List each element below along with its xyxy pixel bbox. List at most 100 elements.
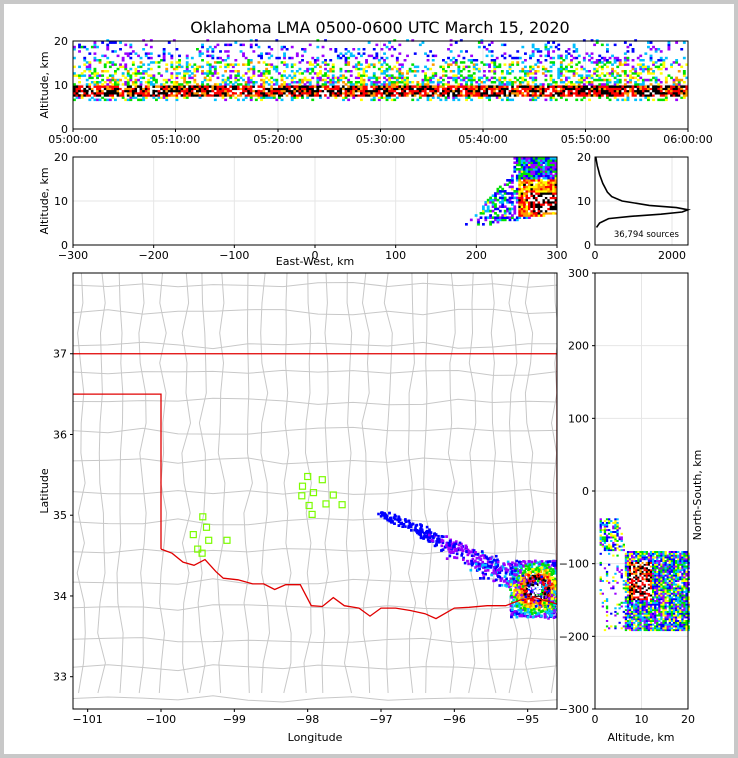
density-cell bbox=[524, 94, 527, 97]
density-cell bbox=[224, 78, 228, 82]
density-cell bbox=[555, 580, 557, 583]
density-cell bbox=[111, 96, 115, 99]
density-cell bbox=[542, 161, 546, 164]
density-cell bbox=[260, 87, 263, 91]
density-cell bbox=[593, 72, 597, 75]
density-cell bbox=[429, 85, 433, 88]
density-cell bbox=[523, 612, 527, 615]
density-cell bbox=[447, 548, 450, 551]
density-cell bbox=[121, 94, 125, 97]
density-cell bbox=[139, 89, 143, 93]
density-cell bbox=[562, 89, 566, 93]
density-cell bbox=[585, 70, 589, 73]
density-cell bbox=[477, 41, 481, 44]
density-cell bbox=[518, 194, 522, 197]
density-cell bbox=[641, 63, 645, 66]
density-cell bbox=[131, 50, 135, 53]
density-cell bbox=[598, 65, 602, 69]
density-cell bbox=[544, 85, 548, 88]
density-cell bbox=[119, 63, 122, 66]
density-cell bbox=[501, 187, 505, 191]
density-cell bbox=[211, 87, 215, 91]
density-cell bbox=[213, 98, 217, 102]
density-cell bbox=[119, 65, 122, 69]
density-cell bbox=[316, 92, 320, 95]
density-cell bbox=[465, 223, 468, 226]
density-cell bbox=[316, 87, 320, 91]
density-cell bbox=[390, 94, 394, 97]
density-cell bbox=[75, 89, 79, 93]
density-cell bbox=[160, 83, 163, 86]
density-cell bbox=[180, 65, 184, 69]
density-cell bbox=[558, 592, 561, 595]
density-cell bbox=[494, 216, 497, 219]
density-cell bbox=[424, 83, 427, 86]
density-cell bbox=[549, 611, 553, 615]
density-cell bbox=[544, 183, 548, 186]
density-cell bbox=[124, 92, 128, 95]
density-cell bbox=[306, 94, 310, 97]
density-cell bbox=[590, 83, 594, 86]
density-cell bbox=[306, 78, 310, 82]
density-cell bbox=[532, 212, 536, 215]
density-cell bbox=[514, 604, 517, 608]
density-cell bbox=[606, 65, 609, 69]
density-cell bbox=[131, 72, 135, 75]
density-cell bbox=[365, 65, 368, 69]
density-cell bbox=[677, 81, 681, 84]
density-cell bbox=[334, 76, 338, 80]
density-cell bbox=[670, 85, 673, 88]
density-cell bbox=[544, 165, 548, 169]
density-cell bbox=[517, 608, 520, 612]
density-cell bbox=[670, 65, 673, 69]
density-cell bbox=[421, 87, 425, 91]
density-cell bbox=[485, 87, 489, 91]
density-cell bbox=[644, 94, 648, 97]
density-cell bbox=[554, 157, 558, 160]
density-cell bbox=[313, 72, 317, 75]
density-cell bbox=[193, 67, 197, 71]
density-cell bbox=[535, 212, 538, 215]
density-cell bbox=[342, 94, 345, 97]
density-cell bbox=[503, 63, 507, 66]
density-cell bbox=[280, 89, 284, 93]
density-cell bbox=[582, 87, 586, 91]
density-cell bbox=[496, 192, 500, 195]
density-cell bbox=[542, 603, 545, 607]
density-cell bbox=[372, 94, 376, 97]
density-cell bbox=[511, 192, 514, 195]
density-cell bbox=[408, 92, 412, 95]
density-cell bbox=[175, 61, 179, 64]
density-cell bbox=[518, 176, 522, 180]
density-cell bbox=[208, 78, 212, 82]
density-cell bbox=[308, 78, 312, 82]
density-cell bbox=[544, 192, 548, 195]
density-cell bbox=[526, 92, 530, 95]
density-cell bbox=[554, 181, 558, 184]
density-cell bbox=[157, 94, 161, 97]
density-cell bbox=[114, 87, 117, 91]
density-cell bbox=[439, 94, 443, 97]
density-cell bbox=[116, 54, 120, 58]
density-cell bbox=[554, 85, 558, 88]
density-cell bbox=[416, 83, 420, 86]
density-cell bbox=[393, 65, 397, 69]
density-cell bbox=[188, 94, 192, 97]
density-cell bbox=[506, 70, 509, 73]
density-cell bbox=[560, 601, 563, 604]
density-cell bbox=[616, 59, 620, 62]
density-cell bbox=[634, 72, 638, 75]
density-cell bbox=[288, 56, 292, 60]
density-cell bbox=[360, 78, 363, 82]
density-cell bbox=[554, 45, 558, 49]
density-cell bbox=[465, 92, 468, 95]
density-cell bbox=[528, 201, 531, 204]
density-cell bbox=[518, 163, 522, 167]
density-cell bbox=[520, 159, 524, 162]
density-cell bbox=[375, 56, 379, 60]
density-cell bbox=[390, 81, 394, 84]
density-cell bbox=[518, 214, 522, 217]
density-cell bbox=[196, 65, 199, 69]
density-cell bbox=[567, 70, 571, 73]
density-cell bbox=[183, 70, 187, 73]
